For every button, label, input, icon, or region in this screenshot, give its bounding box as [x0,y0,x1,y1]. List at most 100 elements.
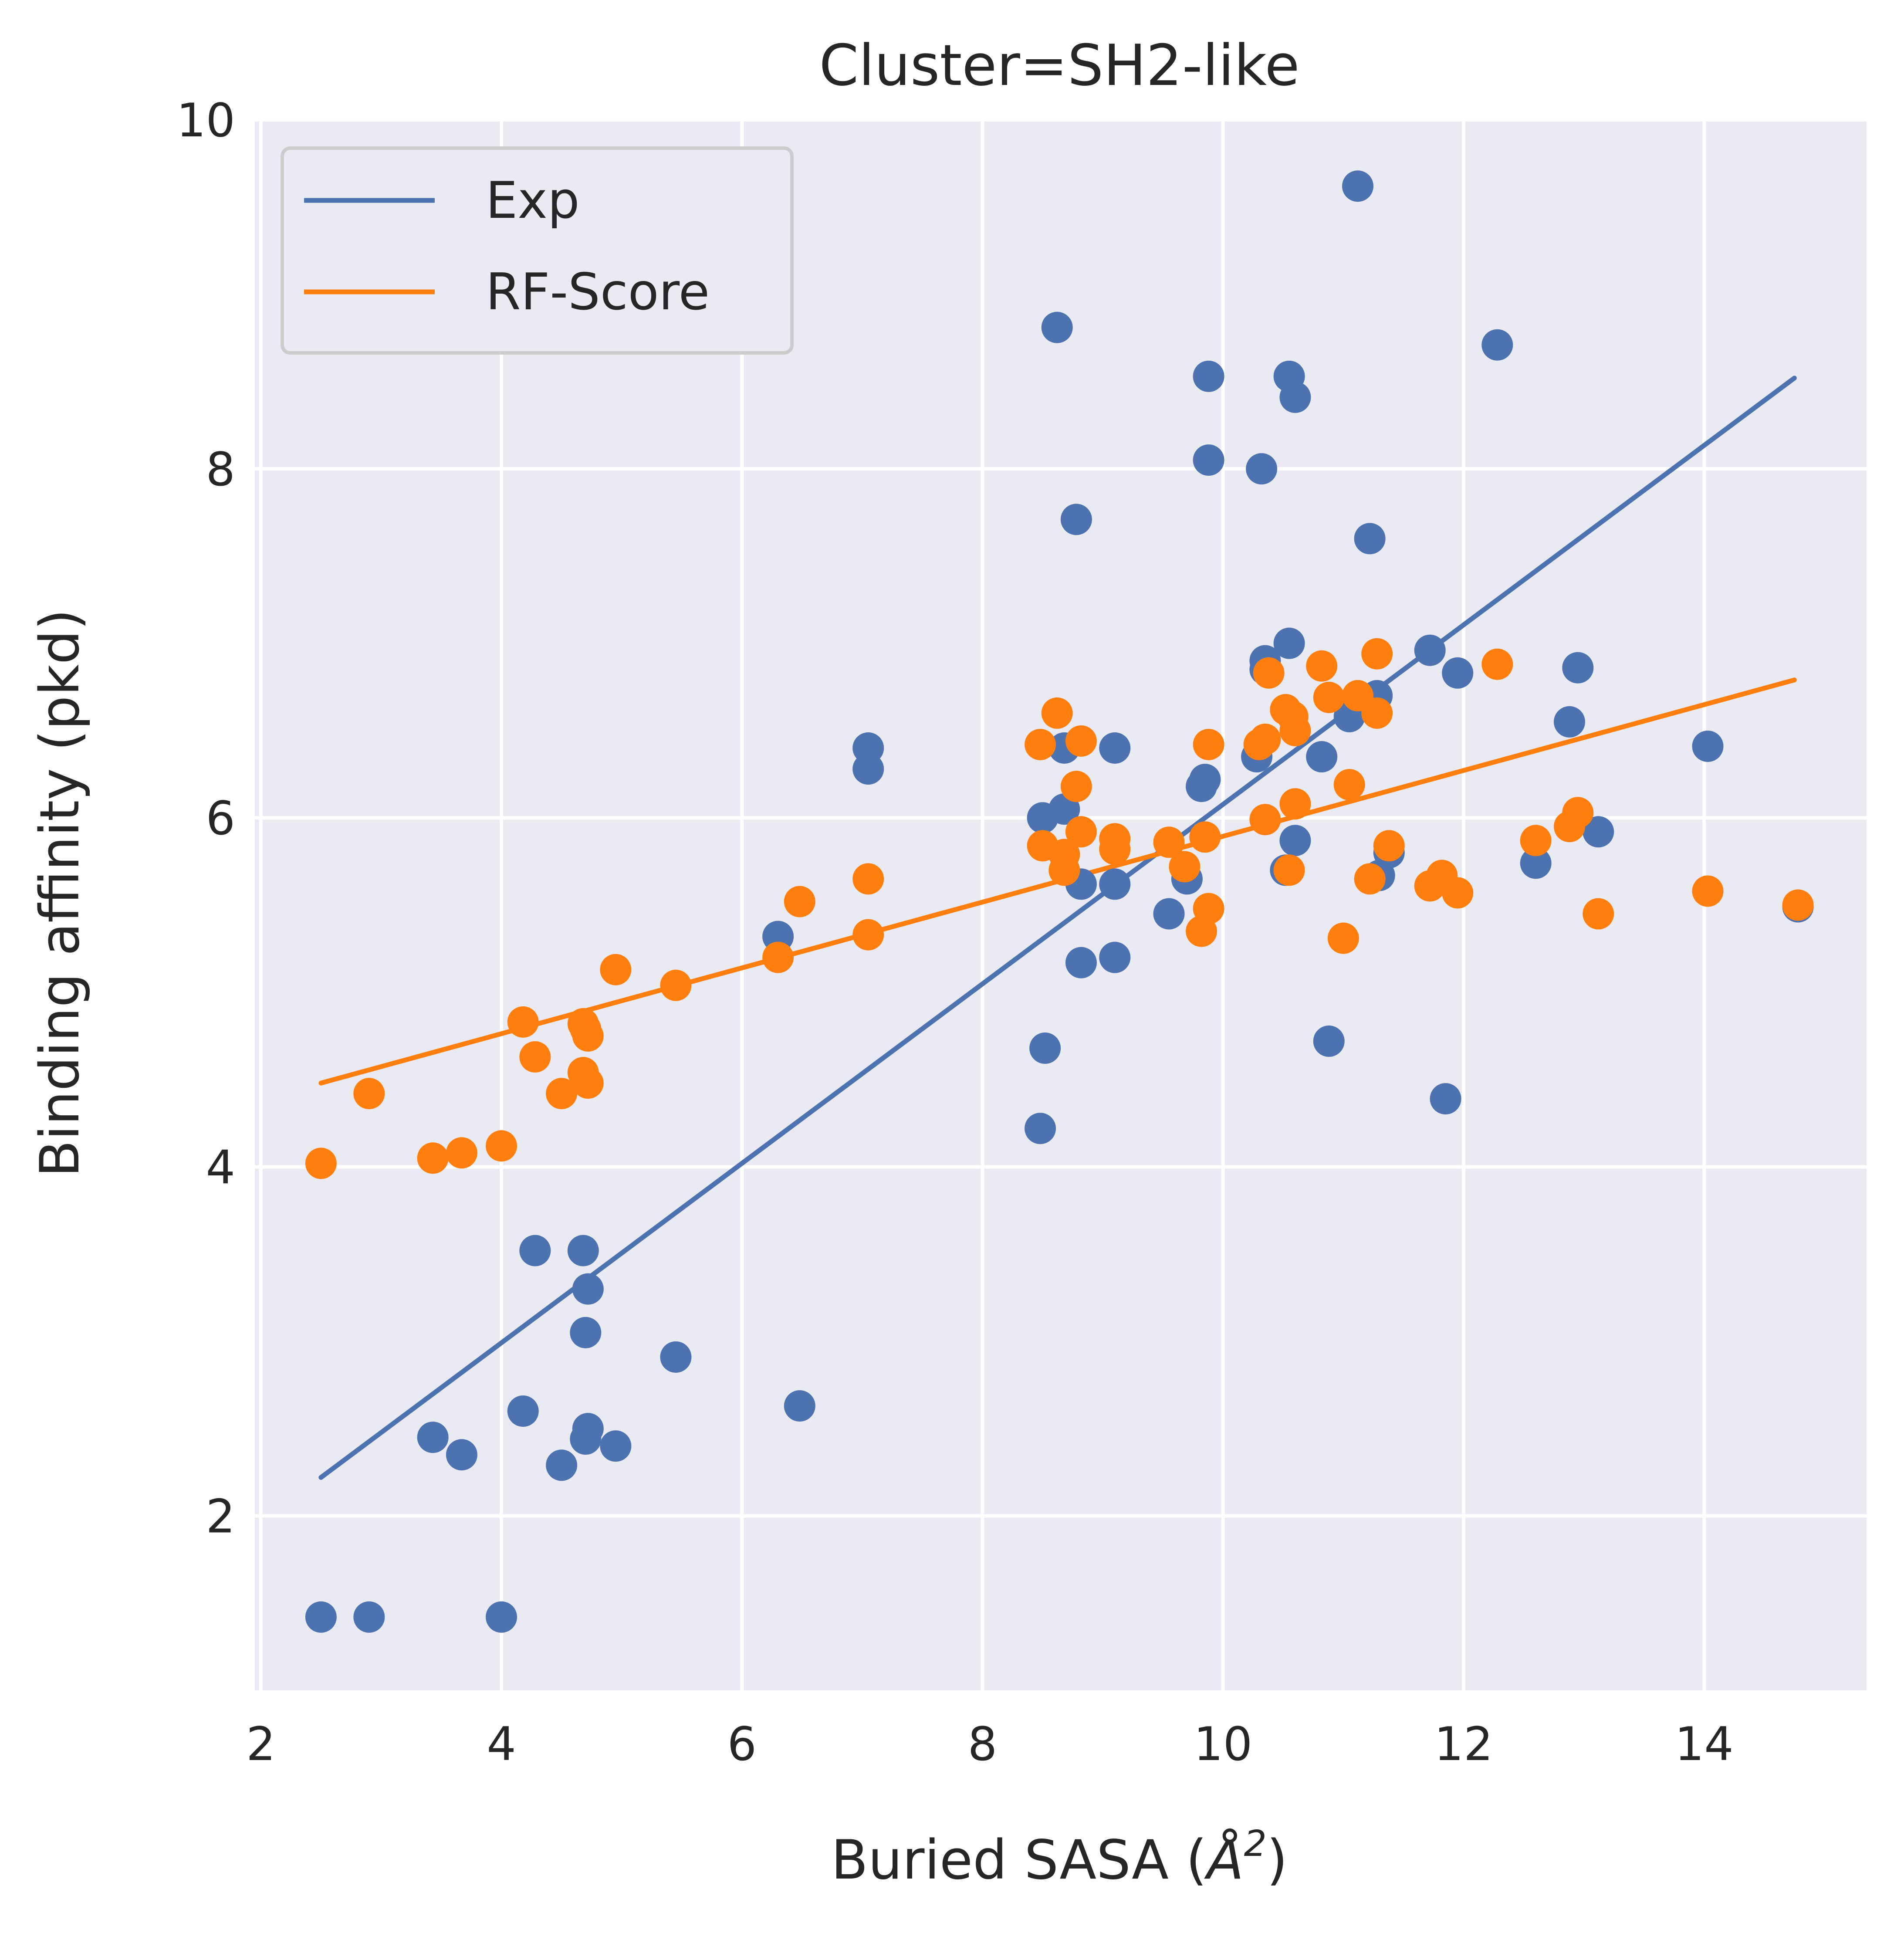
point-exp [1029,1032,1061,1064]
x-tick-label: 2 [246,1717,275,1771]
data-points [305,170,1814,1633]
point-exp [1442,657,1474,689]
point-rf-score [1193,728,1224,760]
point-exp [353,1601,385,1633]
point-exp [1562,652,1594,684]
point-rf-score [305,1148,337,1179]
x-tick-label: 10 [1194,1717,1252,1771]
point-exp [1279,825,1311,856]
legend: Exp RF-Score [281,146,794,355]
point-rf-score [353,1078,385,1110]
point-rf-score [1361,697,1393,729]
point-rf-score [572,1067,604,1099]
point-exp [486,1601,517,1633]
point-exp [1193,444,1224,476]
point-rf-score [446,1137,477,1169]
x-axis-label-symbol: Å [1204,1828,1244,1892]
point-exp [1520,847,1552,879]
point-rf-score [1065,725,1097,757]
point-rf-score [1306,650,1338,682]
point-exp [1342,170,1374,202]
point-rf-score [1361,638,1393,670]
point-exp [1025,1113,1056,1144]
point-rf-score [1442,877,1474,909]
point-rf-score [1279,714,1311,746]
x-tick-label: 14 [1675,1717,1734,1771]
point-rf-score [852,919,884,951]
point-rf-score [660,969,692,1001]
point-rf-score [1313,681,1345,713]
point-exp [660,1341,692,1373]
x-tick-label: 6 [727,1717,757,1771]
point-rf-score [546,1078,578,1110]
point-exp [1041,311,1073,343]
point-rf-score [1253,657,1285,689]
legend-label-exp: Exp [486,171,580,230]
point-exp [417,1422,449,1453]
y-tick-label: 4 [206,1141,235,1194]
point-exp [572,1273,604,1305]
y-axis-label: Binding affinity (pkd) [29,609,91,1177]
point-exp [600,1430,632,1462]
x-tick-label: 8 [968,1717,997,1771]
point-rf-score [1279,788,1311,820]
point-exp [1099,868,1131,900]
point-rf-score [1041,697,1073,729]
point-rf-score [762,941,794,973]
point-exp [1354,523,1386,555]
point-rf-score [1193,893,1224,924]
legend-label-rf-score: RF-Score [486,263,710,322]
point-exp [1313,1025,1345,1057]
point-exp [1189,764,1221,796]
point-rf-score [1562,797,1594,829]
point-rf-score [1354,863,1386,895]
point-exp [1153,898,1185,930]
point-rf-score [486,1130,517,1162]
x-axis-label-main: Buried SASA ( [831,1829,1207,1892]
point-rf-score [1048,854,1080,886]
point-exp [1060,504,1092,535]
point-rf-score [1025,728,1056,760]
point-exp [1279,381,1311,413]
point-rf-score [1327,922,1359,954]
point-rf-score [1065,816,1097,848]
point-rf-score [600,954,632,985]
point-exp [1583,816,1614,848]
point-exp [1481,329,1513,361]
point-rf-score [784,886,815,917]
point-exp [546,1449,578,1481]
y-tick-label: 8 [206,443,235,496]
point-rf-score [1333,769,1365,801]
chart-title: Cluster=SH2-like [819,32,1299,98]
point-exp [1306,741,1338,773]
point-rf-score [1249,804,1281,836]
point-rf-score [1481,648,1513,680]
point-rf-score [1692,875,1724,907]
x-axis-label-end: ) [1267,1829,1288,1892]
point-exp [784,1390,815,1422]
fit-line-exp [318,376,1797,1480]
point-exp [446,1439,477,1471]
point-exp [507,1395,539,1427]
point-rf-score [417,1142,449,1174]
x-tick-label: 4 [487,1717,516,1771]
x-tick-label: 12 [1434,1717,1493,1771]
point-exp [852,753,884,785]
point-rf-score [519,1041,551,1073]
y-tick-label: 2 [206,1490,235,1543]
point-rf-score [1153,826,1185,858]
x-axis-label-superscript: 2 [1244,1823,1267,1865]
point-exp [1273,627,1305,659]
point-exp [1692,730,1724,762]
point-rf-score [1583,898,1614,930]
x-axis-label: Buried SASA (Å2) [831,1823,1288,1892]
point-exp [1099,941,1131,973]
point-exp [519,1235,551,1266]
point-exp [1246,453,1278,485]
point-exp [570,1317,602,1348]
point-rf-score [572,1020,604,1052]
point-rf-score [1520,825,1552,856]
point-exp [1099,732,1131,764]
point-rf-score [1099,833,1131,865]
